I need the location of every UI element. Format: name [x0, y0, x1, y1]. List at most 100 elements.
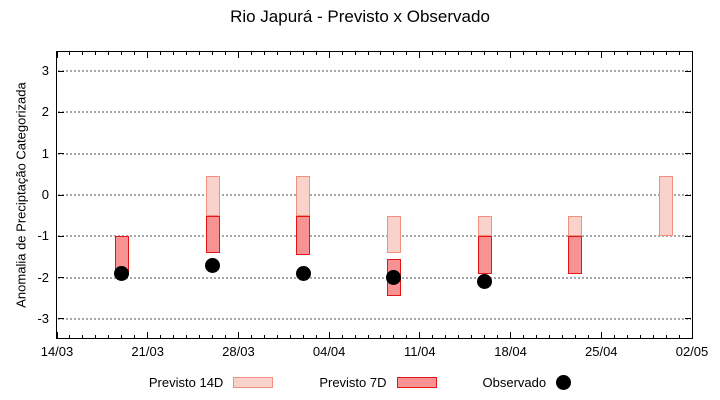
x-tick-bottom: [302, 335, 304, 338]
legend-label-previsto-7d: Previsto 7D: [319, 374, 387, 390]
x-tick-top: [302, 52, 304, 55]
x-tick-top: [224, 52, 226, 55]
x-tick-bottom: [276, 335, 278, 338]
x-tick-label: 14/03: [40, 344, 74, 359]
x-tick-bottom: [445, 335, 447, 338]
y-tick-label: 1: [41, 145, 49, 161]
x-tick-top: [393, 52, 395, 55]
x-tick-bottom: [289, 335, 291, 338]
gridline: [58, 235, 691, 238]
x-tick-top: [406, 52, 408, 55]
x-tick-top: [212, 52, 213, 55]
y-tick-label: 3: [41, 63, 49, 78]
x-tick-bottom: [69, 335, 71, 338]
x-tick-bottom: [380, 335, 382, 338]
x-tick-top: [510, 52, 512, 58]
y-tick-label: 2: [41, 104, 49, 120]
x-tick-top: [432, 52, 434, 55]
x-tick-bottom: [406, 335, 408, 338]
x-tick-top: [341, 52, 343, 55]
bar-previsto-14d: [296, 176, 311, 216]
x-tick-bottom: [328, 332, 330, 338]
legend-item-observado: Observado: [483, 374, 572, 390]
x-tick-top: [419, 52, 421, 58]
x-tick-bottom: [652, 335, 654, 338]
x-tick-top: [678, 52, 680, 55]
x-tick-bottom: [173, 335, 175, 338]
x-tick-top: [147, 52, 149, 58]
x-tick-bottom: [237, 332, 239, 338]
x-tick-bottom: [224, 335, 226, 338]
x-tick-bottom: [82, 335, 84, 338]
y-tick-right: [685, 318, 691, 320]
x-tick-top: [276, 52, 278, 55]
x-tick-top: [471, 52, 473, 55]
x-tick-top: [652, 52, 654, 55]
x-tick-label: 25/04: [585, 344, 618, 359]
legend: Previsto 14D Previsto 7D Observado: [0, 369, 720, 395]
observed-dot: [477, 274, 493, 290]
x-tick-top: [665, 52, 667, 55]
x-tick-top: [95, 52, 97, 55]
x-tick-top: [626, 52, 628, 55]
x-tick-bottom: [510, 332, 512, 338]
x-tick-bottom: [199, 335, 201, 338]
bar-previsto-7d: [296, 215, 311, 255]
x-tick-bottom: [587, 335, 589, 338]
x-tick-bottom: [523, 335, 525, 338]
x-tick-bottom: [484, 335, 486, 338]
y-tick-right: [685, 277, 691, 279]
bar-previsto-7d: [205, 215, 220, 253]
x-tick-top: [56, 52, 58, 58]
legend-item-previsto-14d: Previsto 14D: [148, 374, 274, 390]
x-tick-bottom: [56, 332, 58, 338]
x-tick-top: [639, 52, 641, 55]
x-tick-bottom: [419, 332, 421, 338]
x-tick-bottom: [691, 332, 693, 338]
x-tick-label: 28/03: [222, 344, 255, 359]
x-tick-bottom: [535, 335, 537, 338]
x-tick-label: 21/03: [131, 344, 164, 359]
x-tick-top: [199, 52, 201, 55]
x-tick-bottom: [263, 335, 265, 338]
x-tick-bottom: [432, 335, 434, 338]
bar-previsto-14d: [659, 176, 674, 237]
legend-swatch-previsto-7d: [396, 376, 437, 388]
y-tick-right: [685, 235, 691, 237]
x-tick-top: [484, 52, 486, 55]
x-tick-top: [237, 52, 239, 58]
x-tick-top: [367, 52, 369, 55]
x-tick-top: [263, 52, 265, 55]
x-tick-top: [328, 52, 330, 58]
x-tick-bottom: [147, 332, 149, 338]
observed-dot: [295, 266, 311, 282]
bar-previsto-14d: [568, 215, 583, 237]
x-tick-top: [380, 52, 382, 55]
x-tick-label: 18/04: [494, 344, 527, 359]
bar-previsto-7d: [477, 236, 492, 274]
legend-item-previsto-7d: Previsto 7D: [319, 374, 437, 390]
x-tick-label: 04/04: [312, 344, 346, 359]
y-tick-left: [58, 153, 64, 155]
y-tick-label: 0: [41, 187, 49, 202]
x-tick-top: [134, 52, 136, 55]
x-tick-bottom: [108, 335, 110, 338]
x-tick-bottom: [497, 335, 499, 338]
gridline: [58, 276, 691, 279]
y-tick-label: -1: [37, 228, 49, 244]
x-tick-top: [691, 52, 693, 58]
gridline: [58, 317, 691, 320]
bar-previsto-7d: [568, 236, 583, 274]
y-tick-left: [58, 194, 64, 196]
x-tick-top: [600, 52, 602, 58]
x-tick-top: [250, 52, 252, 55]
gridline: [58, 111, 691, 114]
observed-dot: [114, 266, 130, 282]
x-tick-bottom: [639, 335, 641, 338]
legend-label-previsto-14d: Previsto 14D: [148, 374, 224, 390]
y-tick-left: [58, 70, 64, 72]
x-tick-bottom: [548, 335, 550, 338]
x-tick-label: 11/04: [404, 344, 436, 359]
x-tick-bottom: [613, 335, 615, 338]
